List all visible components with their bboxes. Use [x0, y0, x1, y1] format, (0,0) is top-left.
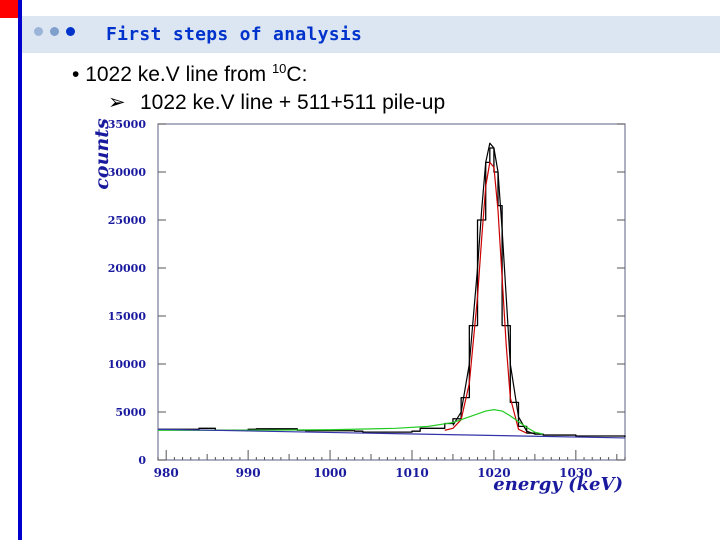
red-corner-mark — [0, 0, 18, 18]
y-axis-label: counts — [91, 118, 113, 190]
series-layer — [157, 142, 626, 439]
bullet-sub-text: 1022 ke.V line + 511+511 pile-up — [140, 91, 446, 114]
title-dots — [34, 27, 75, 36]
y-tick-label: 10000 — [108, 358, 147, 371]
x-tick-label: 1010 — [395, 466, 428, 480]
series-line-4 — [158, 409, 544, 435]
page-title: First steps of analysis — [106, 24, 363, 45]
y-tick-label: 5000 — [115, 406, 146, 419]
y-tick-label: 0 — [138, 454, 146, 467]
series-line-5 — [157, 428, 626, 439]
x-tick-label: 990 — [236, 466, 261, 480]
bullet-main: • 1022 ke.V line from 10C: — [72, 61, 307, 87]
series-line-3 — [444, 161, 527, 434]
bullet-main-text: 1022 ke.V line from — [85, 63, 272, 86]
arrow-bullet-icon: ➢ — [108, 91, 126, 114]
y-axis: 0 5000 10000 15000 20000 25000 30000 35000 — [108, 118, 625, 467]
series-line-2 — [452, 142, 536, 435]
y-tick-label: 35000 — [108, 118, 147, 131]
bullet-sub: ➢ 1022 ke.V line + 511+511 pile-up — [108, 90, 445, 115]
plot-frame — [157, 123, 626, 461]
bullet-dot-icon: • — [72, 63, 86, 86]
bullet-main-suffix: C: — [286, 63, 308, 86]
title-band: First steps of analysis — [22, 16, 720, 53]
left-rule — [18, 0, 22, 540]
x-tick-label: 1030 — [559, 466, 592, 480]
y-tick-label: 15000 — [108, 310, 147, 323]
x-tick-label: 1020 — [477, 466, 510, 480]
x-axis: 980 990 1000 1010 1020 1030 — [154, 450, 626, 480]
dot-icon — [34, 27, 43, 36]
x-tick-label: 980 — [154, 466, 179, 480]
bullet-main-superscript: 10 — [271, 61, 287, 76]
y-tick-label: 30000 — [108, 166, 147, 179]
y-tick-label: 25000 — [108, 214, 147, 227]
dot-icon — [50, 27, 59, 36]
y-tick-label: 20000 — [108, 262, 147, 275]
dot-icon — [66, 27, 75, 36]
x-tick-label: 1000 — [313, 466, 346, 480]
x-axis-label: energy (keV) — [493, 474, 623, 495]
